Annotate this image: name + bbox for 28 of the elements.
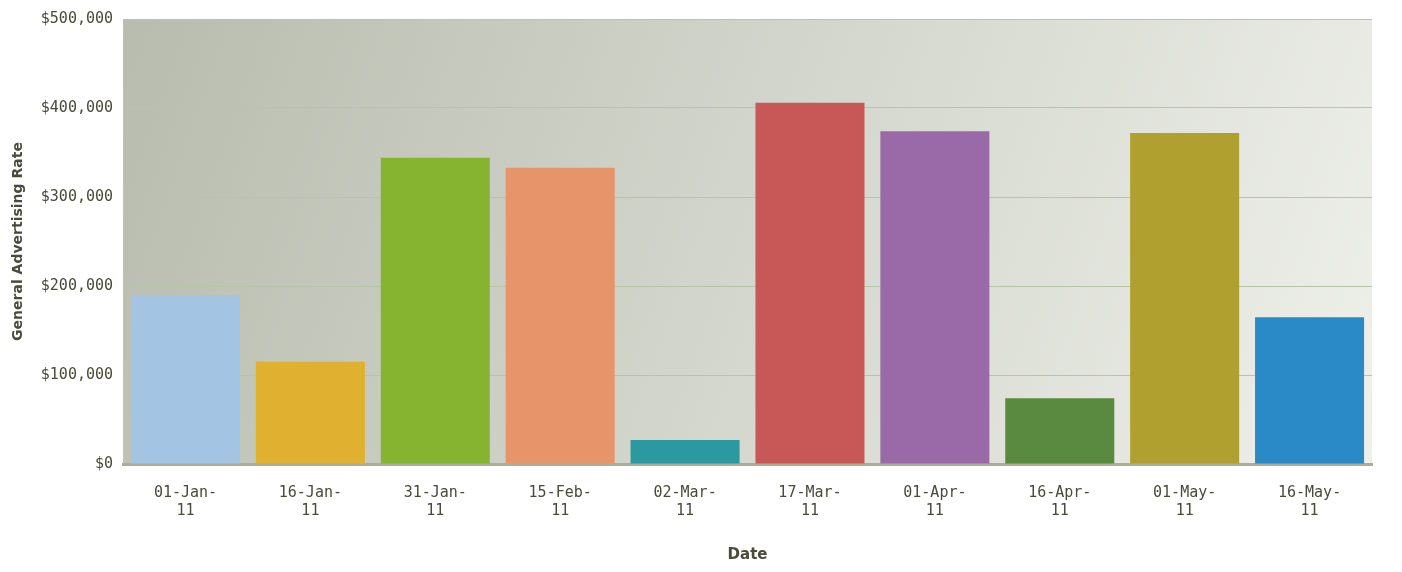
bar	[880, 131, 990, 464]
x-tick-label: 01-Apr-11	[903, 482, 967, 519]
x-tick-label: 02-Mar-11	[653, 482, 717, 519]
x-tick-label: 17-Mar-11	[778, 482, 842, 519]
x-tick-label: 16-Apr-11	[1028, 482, 1092, 519]
y-axis-title: General Advertising Rate	[9, 142, 26, 341]
x-tick-label: 01-May-11	[1153, 482, 1217, 519]
x-tick-label: 31-Jan-11	[403, 482, 467, 519]
y-tick-label: $0	[94, 453, 114, 472]
bar	[505, 167, 615, 464]
y-tick-label: $100,000	[40, 364, 114, 383]
y-tick-label: $500,000	[40, 8, 114, 27]
bar	[755, 102, 865, 464]
bar	[630, 439, 740, 464]
bar	[380, 157, 490, 464]
bar	[1130, 132, 1240, 464]
x-tick-label: 16-May-11	[1277, 482, 1342, 519]
x-axis-title: Date	[727, 544, 768, 563]
x-tick-label: 01-Jan-11	[153, 482, 218, 519]
x-tick-label: 16-Jan-11	[278, 482, 342, 519]
bar	[1255, 317, 1365, 464]
y-tick-label: $300,000	[40, 186, 114, 205]
y-tick-label: $200,000	[40, 275, 114, 294]
y-tick-label: $400,000	[40, 97, 114, 116]
x-tick-label: 15-Feb-11	[528, 482, 592, 519]
bar	[255, 361, 365, 464]
bar	[130, 294, 241, 464]
bar	[1005, 398, 1115, 464]
